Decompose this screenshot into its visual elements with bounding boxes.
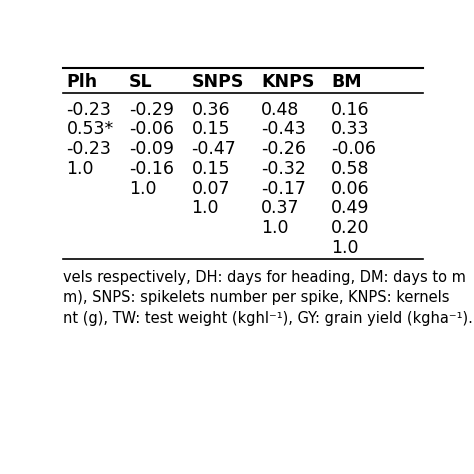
Text: -0.17: -0.17 [261,180,306,198]
Text: 0.33: 0.33 [331,120,370,138]
Text: -0.06: -0.06 [331,140,376,158]
Text: -0.23: -0.23 [66,100,111,118]
Text: 0.07: 0.07 [191,180,230,198]
Text: KNPS: KNPS [261,73,315,91]
Text: vels respectively, DH: days for heading, DM: days to m: vels respectively, DH: days for heading,… [63,270,466,285]
Text: 0.36: 0.36 [191,100,230,118]
Text: 0.20: 0.20 [331,219,370,237]
Text: -0.23: -0.23 [66,140,111,158]
Text: 1.0: 1.0 [129,180,156,198]
Text: m), SNPS: spikelets number per spike, KNPS: kernels: m), SNPS: spikelets number per spike, KN… [63,291,449,305]
Text: 0.37: 0.37 [261,199,300,217]
Text: SNPS: SNPS [191,73,244,91]
Text: Plh: Plh [66,73,98,91]
Text: 0.53*: 0.53* [66,120,114,138]
Text: 1.0: 1.0 [261,219,289,237]
Text: -0.43: -0.43 [261,120,306,138]
Text: 0.15: 0.15 [191,160,230,178]
Text: 1.0: 1.0 [66,160,94,178]
Text: -0.32: -0.32 [261,160,306,178]
Text: 1.0: 1.0 [331,238,359,256]
Text: 0.16: 0.16 [331,100,370,118]
Text: -0.47: -0.47 [191,140,236,158]
Text: nt (g), TW: test weight (kghl⁻¹), GY: grain yield (kgha⁻¹).: nt (g), TW: test weight (kghl⁻¹), GY: gr… [63,310,473,326]
Text: 0.15: 0.15 [191,120,230,138]
Text: 0.58: 0.58 [331,160,370,178]
Text: SL: SL [129,73,153,91]
Text: 0.06: 0.06 [331,180,370,198]
Text: -0.16: -0.16 [129,160,174,178]
Text: 0.49: 0.49 [331,199,370,217]
Text: BM: BM [331,73,362,91]
Text: 1.0: 1.0 [191,199,219,217]
Text: 0.48: 0.48 [261,100,300,118]
Text: -0.26: -0.26 [261,140,306,158]
Text: -0.06: -0.06 [129,120,174,138]
Text: -0.09: -0.09 [129,140,174,158]
Text: -0.29: -0.29 [129,100,174,118]
